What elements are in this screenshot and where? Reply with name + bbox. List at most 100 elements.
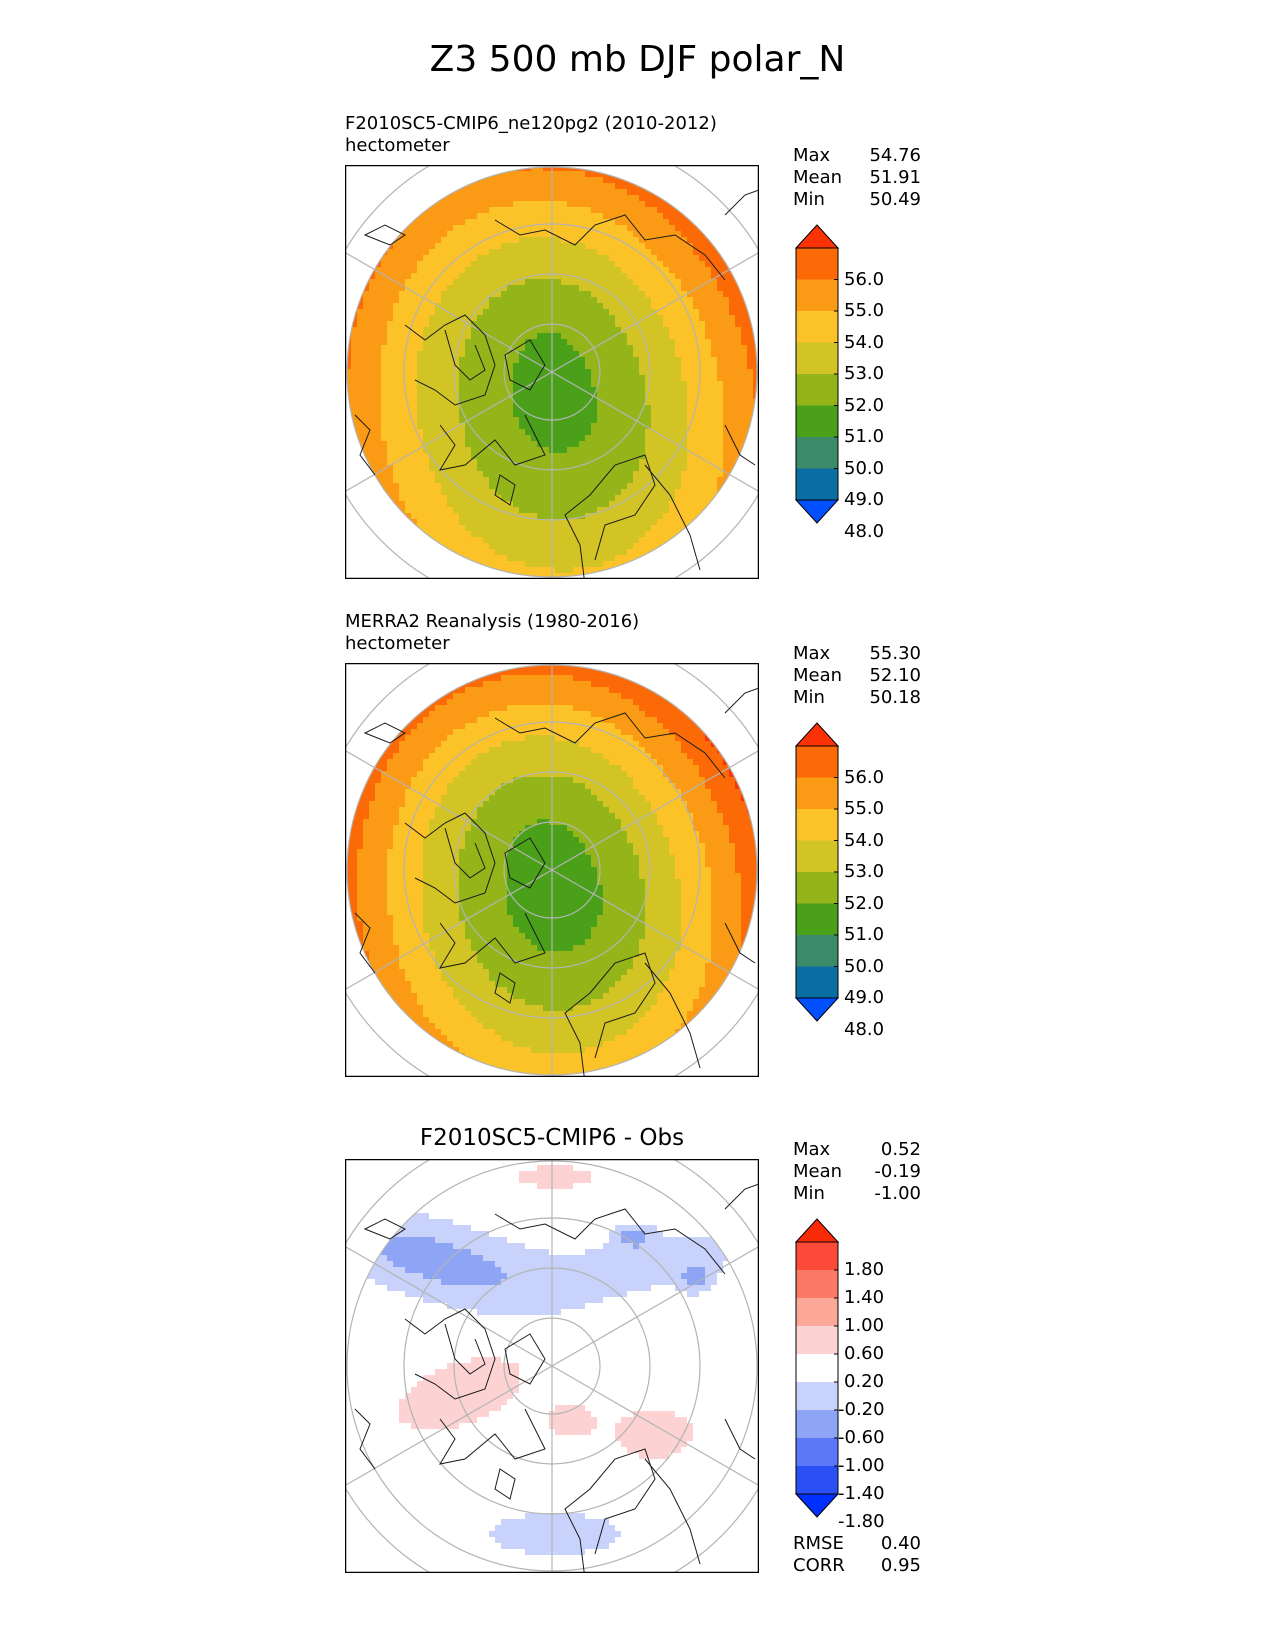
- field-cell: [675, 483, 682, 490]
- field-cell: [603, 243, 610, 250]
- field-cell: [657, 753, 664, 760]
- field-cell: [603, 225, 610, 232]
- field-cell: [561, 693, 568, 700]
- field-cell: [447, 327, 454, 334]
- field-cell: [555, 243, 562, 250]
- field-cell: [555, 681, 562, 688]
- field-cell: [627, 381, 634, 388]
- field-cell: [489, 189, 496, 196]
- field-cell: [513, 393, 520, 400]
- field-cell: [423, 723, 430, 730]
- field-cell: [627, 357, 634, 364]
- field-cell: [453, 369, 460, 376]
- field-cell: [465, 495, 472, 502]
- field-cell: [669, 495, 676, 502]
- field-cell: [699, 237, 706, 244]
- field-cell: [597, 417, 604, 424]
- field-cell: [501, 435, 508, 442]
- field-cell: [639, 747, 646, 754]
- field-cell: [561, 573, 568, 577]
- test-panel-title: F2010SC5-CMIP6_ne120pg2 (2010-2012): [345, 113, 717, 134]
- field-cell: [417, 471, 424, 478]
- field-cell: [591, 261, 598, 268]
- field-cell: [621, 771, 628, 778]
- field-cell: [585, 345, 592, 352]
- field-cell: [453, 183, 460, 190]
- field-cell: [543, 213, 550, 220]
- field-cell: [735, 375, 742, 382]
- field-cell: [531, 543, 538, 550]
- field-cell: [393, 255, 400, 262]
- field-cell: [495, 501, 502, 508]
- field-cell: [561, 555, 568, 562]
- field-cell: [609, 507, 616, 514]
- field-cell: [501, 789, 508, 796]
- field-cell: [633, 369, 640, 376]
- field-cell: [477, 351, 484, 358]
- field-cell: [555, 171, 562, 178]
- field-cell: [465, 231, 472, 238]
- field-cell: [573, 555, 580, 562]
- field-cell: [507, 375, 514, 382]
- field-cell: [639, 381, 646, 388]
- field-cell: [435, 399, 442, 406]
- field-cell: [555, 267, 562, 274]
- field-cell: [399, 507, 406, 514]
- field-cell: [381, 483, 388, 490]
- field-cell: [347, 381, 352, 388]
- field-cell: [591, 267, 598, 274]
- field-cell: [429, 777, 436, 784]
- field-cell: [483, 483, 490, 490]
- field-cell: [669, 261, 676, 268]
- field-cell: [453, 309, 460, 316]
- field-cell: [669, 717, 676, 724]
- field-cell: [495, 723, 502, 730]
- field-cell: [567, 489, 574, 496]
- field-cell: [375, 399, 382, 406]
- field-cell: [477, 195, 484, 202]
- field-cell: [663, 273, 670, 280]
- field-cell: [645, 267, 652, 274]
- field-cell: [489, 435, 496, 442]
- field-cell: [519, 753, 526, 760]
- field-cell: [693, 399, 700, 406]
- field-cell: [615, 777, 622, 784]
- field-cell: [687, 789, 694, 796]
- field-cell: [483, 429, 490, 436]
- field-cell: [597, 489, 604, 496]
- field-cell: [615, 705, 622, 712]
- field-cell: [417, 327, 424, 334]
- field-cell: [447, 201, 454, 208]
- field-cell: [411, 417, 418, 424]
- field-cell: [597, 429, 604, 436]
- field-cell: [555, 777, 562, 784]
- field-cell: [747, 297, 754, 304]
- field-cell: [573, 351, 580, 358]
- field-cell: [705, 417, 712, 424]
- field-cell: [399, 297, 406, 304]
- field-cell: [645, 441, 652, 448]
- field-cell: [405, 255, 412, 262]
- field-cell: [441, 537, 448, 544]
- field-cell: [459, 495, 466, 502]
- field-cell: [591, 783, 598, 790]
- field-cell: [687, 735, 694, 742]
- field-cell: [513, 381, 520, 388]
- field-cell: [615, 387, 622, 394]
- field-cell: [477, 291, 484, 298]
- field-cell: [663, 327, 670, 334]
- field-cell: [591, 543, 598, 550]
- field-cell: [615, 435, 622, 442]
- field-cell: [453, 453, 460, 460]
- field-cell: [543, 255, 550, 262]
- field-cell: [537, 243, 544, 250]
- field-cell: [681, 351, 688, 358]
- field-cell: [417, 303, 424, 310]
- field-cell: [411, 771, 418, 778]
- field-cell: [591, 777, 598, 784]
- field-cell: [657, 285, 664, 292]
- field-cell: [411, 279, 418, 286]
- field-cell: [561, 291, 568, 298]
- field-cell: [693, 489, 700, 496]
- field-cell: [363, 291, 370, 298]
